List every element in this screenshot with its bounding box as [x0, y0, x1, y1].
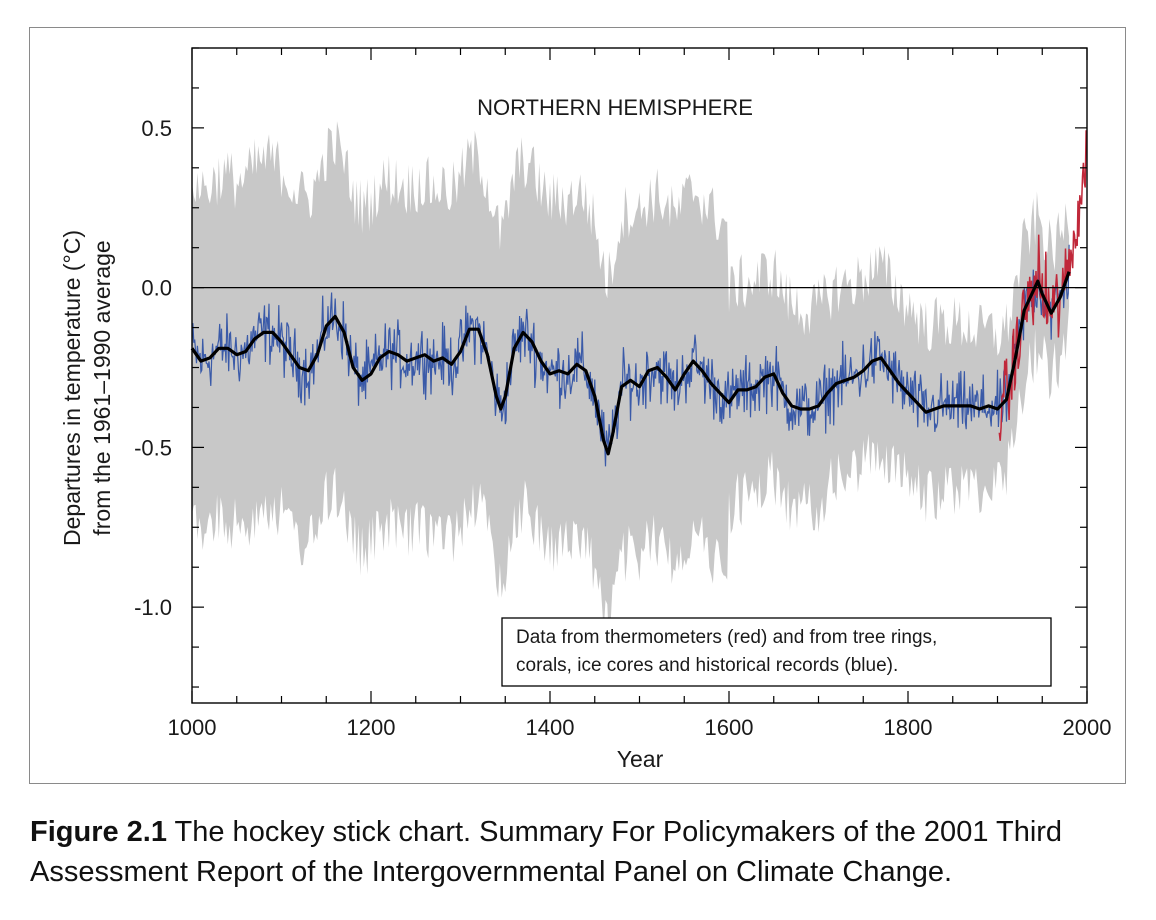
- uncertainty-band: [192, 121, 1070, 649]
- x-tick-label: 1000: [168, 715, 217, 740]
- note-line-1: Data from thermometers (red) and from tr…: [516, 627, 937, 648]
- x-tick-label: 2000: [1063, 715, 1112, 740]
- x-axis-title: Year: [617, 746, 664, 772]
- hockey-stick-chart: 1000 1200 1400 1600 1800 2000 0.50.0-0.5-1.0 …: [59, 47, 1112, 772]
- uncertainty-band-area: [192, 121, 1070, 649]
- thermometer-series: [998, 130, 1087, 441]
- x-tick-label: 1800: [884, 715, 933, 740]
- y-tick-label: 0.0: [141, 276, 172, 301]
- smoothed-series: [190, 271, 1071, 456]
- y-tick-labels: 0.5 0.0 -0.5 -1.0: [134, 116, 172, 620]
- y-tick-label: -0.5: [134, 435, 172, 460]
- y-tick-label: -1.0: [134, 595, 172, 620]
- x-tick-labels: 1000 1200 1400 1600 1800 2000: [168, 715, 1112, 740]
- figure-caption: Figure 2.1 The hockey stick chart. Summa…: [30, 812, 1130, 892]
- axis-ticks: [191, 47, 1088, 703]
- x-tick-label: 1400: [526, 715, 575, 740]
- thermometer-line: [998, 130, 1087, 441]
- note-line-2: corals, ice cores and historical records…: [516, 655, 898, 676]
- x-tick-label: 1200: [347, 715, 396, 740]
- smoothed-line: [190, 271, 1071, 456]
- chart-title: NORTHERN HEMISPHERE: [477, 95, 753, 120]
- caption-text: The hockey stick chart. Summary For Poli…: [30, 816, 1063, 888]
- caption-label: Figure 2.1: [30, 816, 167, 848]
- note-box: Data from thermometers (red) and from tr…: [501, 617, 1052, 687]
- y-axis-title-line1: Departures in temperature (°C): [59, 230, 85, 546]
- x-tick-label: 1600: [705, 715, 754, 740]
- proxy-series: [191, 244, 1070, 467]
- proxy-line: [191, 244, 1070, 467]
- y-tick-label: 0.5: [141, 116, 172, 141]
- y-axis-title-line2: from the 1961–1990 average: [89, 240, 115, 535]
